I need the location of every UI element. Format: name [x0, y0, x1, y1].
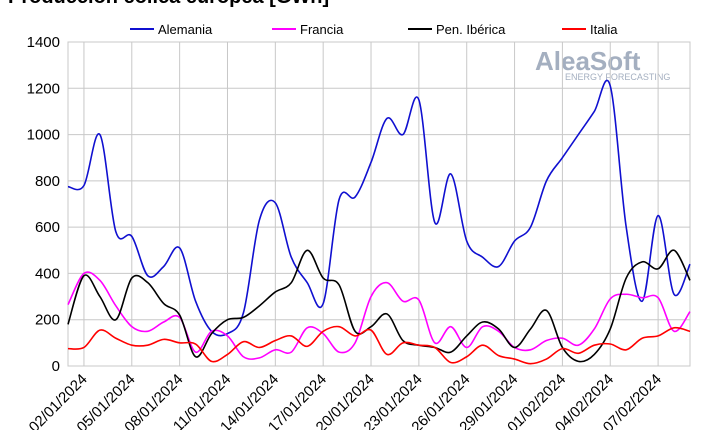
- chart-title: Producción eólica europea [GWh]: [8, 0, 329, 8]
- y-tick-label: 1400: [27, 34, 60, 51]
- legend-label: Francia: [300, 22, 344, 37]
- watermark-sub: ENERGY FORECASTING: [565, 72, 670, 82]
- y-tick-label: 1000: [27, 127, 60, 144]
- legend-label: Alemania: [158, 22, 213, 37]
- y-tick-label: 400: [35, 265, 60, 282]
- y-tick-label: 0: [52, 358, 60, 375]
- y-tick-label: 200: [35, 312, 60, 329]
- series-line: [67, 271, 691, 360]
- series-line: [67, 249, 691, 363]
- y-tick-label: 600: [35, 219, 60, 236]
- series-line: [67, 325, 691, 365]
- y-tick-label: 800: [35, 173, 60, 190]
- series-line: [67, 79, 691, 337]
- watermark: AleaSoft: [535, 46, 641, 76]
- legend-label: Italia: [590, 22, 618, 37]
- y-tick-label: 1200: [27, 80, 60, 97]
- legend-label: Pen. Ibérica: [436, 22, 506, 37]
